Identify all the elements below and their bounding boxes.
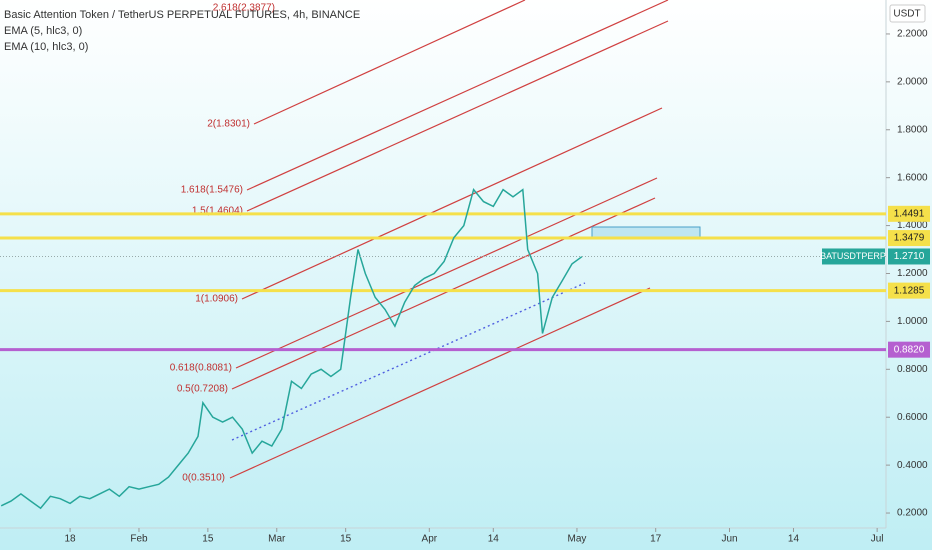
y-tick-label: 0.8000: [897, 364, 928, 375]
level-tag: [888, 205, 930, 222]
y-tick-label: 2.2000: [897, 29, 928, 40]
fib-line: [246, 0, 669, 191]
x-tick-label: 18: [65, 534, 77, 545]
fib-label: 0.5(0.7208): [177, 384, 228, 395]
x-tick-label: Jun: [721, 534, 737, 545]
fib-label: 1.618(1.5476): [181, 185, 243, 196]
fib-line: [229, 287, 651, 479]
chart-title: Basic Attention Token / TetherUS PERPETU…: [4, 9, 360, 21]
level-tag: [888, 341, 930, 358]
fib-label: 0.618(0.8081): [170, 363, 232, 374]
drawings: [229, 0, 669, 479]
symbol-tag-label: BATUSDTPERP: [820, 251, 886, 261]
level-tag-label: 1.3479: [894, 233, 925, 244]
y-tick-label: 1.4000: [897, 220, 928, 231]
fib-line: [253, 0, 526, 125]
fib-line: [231, 197, 656, 390]
level-tag-label: 1.4491: [894, 208, 925, 219]
indicator: EMA (5, hlc3, 0): [4, 25, 82, 37]
x-tick-label: 17: [650, 534, 662, 545]
level-tag: [888, 230, 930, 247]
x-tick-label: May: [568, 534, 587, 545]
symbol-tag: [822, 248, 885, 265]
y-tick-label: 1.0000: [897, 316, 928, 327]
y-tick-label: 0.2000: [897, 508, 928, 519]
fib-label: 2(1.8301): [207, 119, 250, 130]
trend-line: [231, 282, 586, 441]
x-tick-label: Apr: [422, 534, 438, 545]
price-line: [0, 188, 583, 510]
fib-label: 0(0.3510): [182, 473, 225, 484]
indicator: EMA (10, hlc3, 0): [4, 41, 88, 53]
currency-box: [889, 4, 926, 23]
fib-label: 1.5(1.4604): [192, 206, 243, 217]
currency: USDT: [893, 9, 920, 20]
fib-line: [246, 20, 669, 212]
x-tick-label: Feb: [130, 534, 148, 545]
y-tick-label: 0.4000: [897, 460, 928, 471]
x-tick-label: 14: [488, 534, 500, 545]
x-tick-label: Jul: [871, 534, 884, 545]
fib-label: 1(1.0906): [195, 294, 238, 305]
level-tag-label: 1.1285: [894, 285, 925, 296]
y-tick-label: 2.0000: [897, 76, 928, 87]
y-tick-label: 1.2000: [897, 268, 928, 279]
fib-line: [241, 107, 663, 300]
fib-line: [235, 177, 658, 369]
y-tick-label: 1.6000: [897, 172, 928, 183]
x-tick-label: Mar: [268, 534, 286, 545]
x-tick-label: 15: [340, 534, 352, 545]
level-tag-label: 0.8820: [894, 344, 925, 355]
fib-label: 2.618(2.3877): [213, 3, 275, 14]
x-tick-label: 15: [202, 534, 214, 545]
target-box: [591, 226, 701, 238]
y-tick-label: 0.6000: [897, 412, 928, 423]
price-tag: [888, 248, 930, 265]
price-tag-label: 1.2710: [894, 251, 925, 262]
x-tick-label: 14: [788, 534, 800, 545]
level-tag: [888, 282, 930, 299]
y-tick-label: 1.8000: [897, 124, 928, 135]
